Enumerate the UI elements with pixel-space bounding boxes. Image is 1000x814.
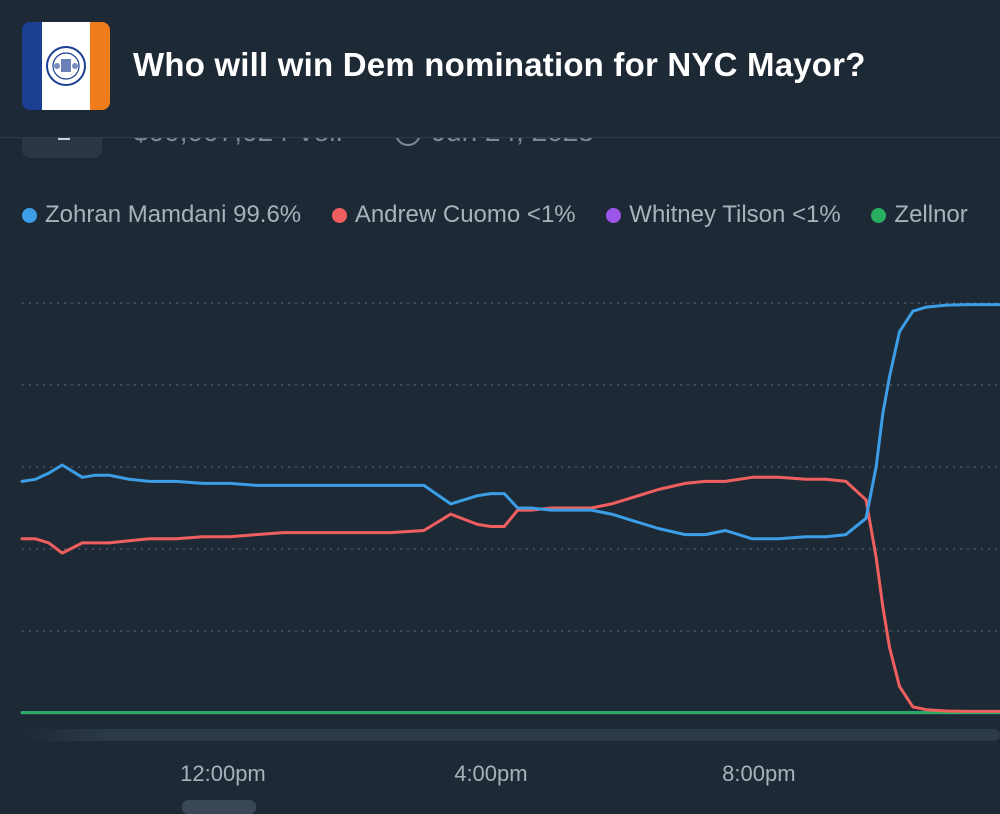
legend-value: <1% [526, 201, 576, 228]
legend-dot-icon [606, 207, 622, 223]
x-tick-label: 4:00pm [454, 761, 527, 786]
series-layer [20, 303, 1000, 715]
chart-range-scrollbar[interactable] [22, 729, 1000, 741]
legend-value: <1% [792, 201, 841, 228]
grid-layer [22, 302, 1000, 632]
legend-item-zellnor[interactable]: Zellnor [871, 201, 968, 229]
series-line-zohran-mamdani[interactable] [20, 303, 1000, 541]
x-tick-label: 12:00pm [180, 761, 266, 786]
legend-label: Andrew Cuomo [354, 201, 521, 228]
x-tick-label: 8:00pm [722, 761, 795, 786]
legend-item-mamdani[interactable]: Zohran Mamdani 99.6% [22, 201, 301, 229]
range-handle[interactable] [182, 800, 256, 814]
legend-dot-icon [22, 207, 37, 223]
legend-label: Zohran Mamdani [45, 201, 227, 228]
legend-dot-icon [871, 207, 887, 223]
legend-dot-icon [331, 207, 347, 223]
scrollbar-fade [22, 729, 112, 741]
x-axis-ticks: 12:00pm 4:00pm 8:00pm [180, 761, 795, 786]
legend-value: 99.6% [233, 201, 302, 228]
nyc-seal-icon [46, 46, 86, 86]
series-line-andrew-cuomo[interactable] [20, 475, 1000, 713]
legend-label: Whitney Tilson [629, 201, 786, 228]
legend-item-tilson[interactable]: Whitney Tilson <1% [606, 201, 841, 229]
market-title: Who will win Dem nomination for NYC Mayo… [133, 46, 866, 83]
market-header: Who will win Dem nomination for NYC Mayo… [0, 0, 1000, 138]
nyc-flag-logo [22, 22, 110, 110]
legend-item-cuomo[interactable]: Andrew Cuomo <1% [331, 201, 576, 229]
legend-label: Zellnor [894, 201, 968, 228]
chart-legend: Zohran Mamdani 99.6% Andrew Cuomo <1% Wh… [22, 201, 992, 233]
